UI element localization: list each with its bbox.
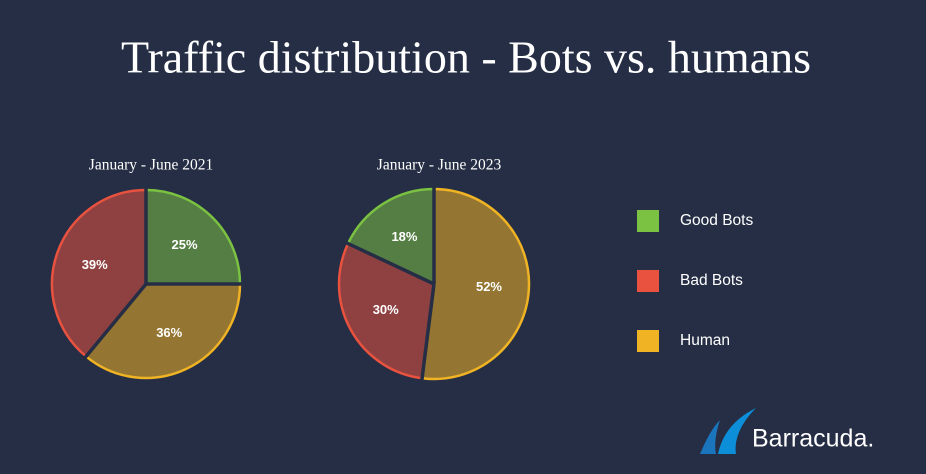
- data-label: 30%: [373, 302, 399, 317]
- chart-title: January - June 2021: [89, 157, 213, 174]
- slice-separator: [344, 240, 435, 286]
- pie-slice: [346, 187, 436, 286]
- pie-slice: [144, 188, 242, 286]
- data-label: 36%: [156, 325, 182, 340]
- legend-swatch: [637, 330, 659, 352]
- slice-separator: [419, 283, 436, 382]
- legend-label: Good Bots: [680, 212, 753, 229]
- pie-slice: [337, 241, 436, 380]
- pie-slice: [420, 187, 531, 381]
- data-label: 39%: [82, 257, 108, 272]
- chart-title: January - June 2023: [377, 157, 502, 174]
- pie-slice: [50, 188, 148, 359]
- brand-name: Barracuda.: [752, 425, 874, 453]
- data-label: 52%: [476, 279, 502, 294]
- data-label: 18%: [391, 229, 417, 244]
- legend-swatch: [637, 270, 659, 292]
- data-label: 25%: [172, 237, 198, 252]
- logo-fin: [718, 408, 756, 454]
- page-title: Traffic distribution - Bots vs. humans: [121, 32, 811, 83]
- legend-label: Bad Bots: [680, 272, 743, 289]
- slice-separator: [82, 282, 148, 360]
- brand-logo: Barracuda.: [700, 408, 874, 454]
- legend-label: Human: [680, 332, 730, 349]
- logo-fin: [700, 420, 720, 454]
- pie-slice: [84, 282, 242, 380]
- legend-swatch: [637, 210, 659, 232]
